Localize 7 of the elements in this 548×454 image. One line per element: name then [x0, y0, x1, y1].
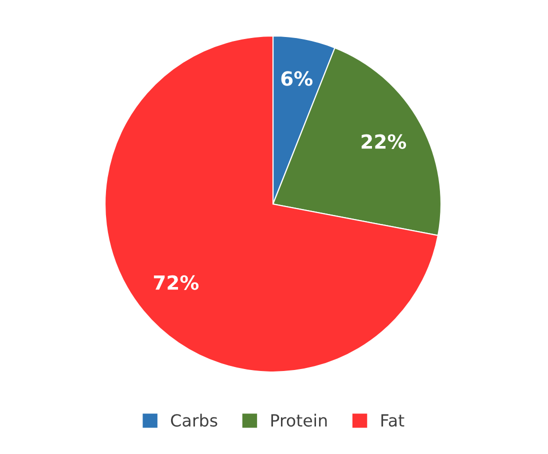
- data-label: 72%: [154, 275, 199, 290]
- legend-label: Fat: [381, 414, 404, 427]
- data-label: 22%: [362, 134, 406, 149]
- legend-label: Protein: [271, 414, 327, 427]
- legend-label: Carbs: [171, 414, 218, 427]
- data-label: 6%: [281, 71, 312, 86]
- pie-slice: [104, 35, 439, 373]
